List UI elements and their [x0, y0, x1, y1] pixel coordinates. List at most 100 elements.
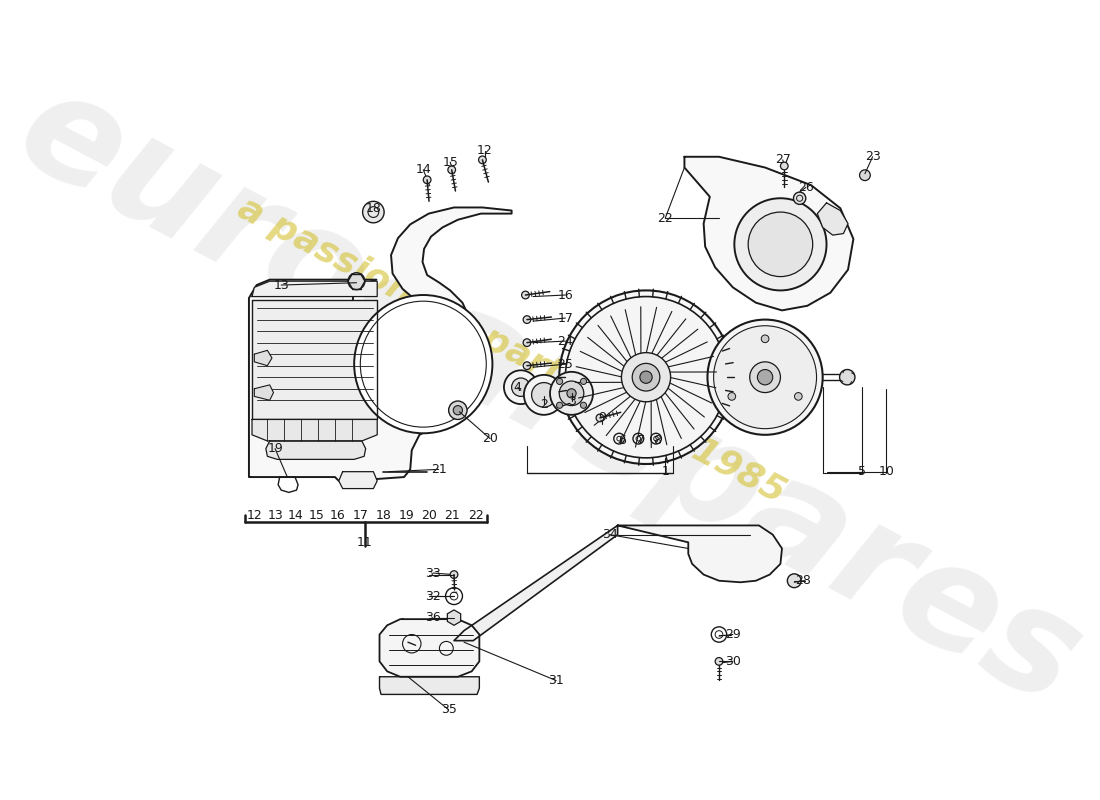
Polygon shape: [339, 472, 377, 489]
Text: 34: 34: [602, 528, 618, 541]
Circle shape: [557, 378, 562, 385]
Text: 18: 18: [375, 509, 392, 522]
Circle shape: [550, 372, 593, 415]
Circle shape: [761, 335, 769, 342]
Text: 10: 10: [879, 465, 894, 478]
Text: 1: 1: [661, 465, 669, 478]
Circle shape: [750, 362, 780, 393]
Circle shape: [735, 198, 826, 290]
Polygon shape: [266, 441, 365, 459]
Circle shape: [512, 378, 530, 397]
Polygon shape: [252, 281, 377, 297]
Polygon shape: [684, 157, 854, 310]
Text: 12: 12: [246, 509, 262, 522]
Text: 21: 21: [431, 463, 447, 476]
Circle shape: [524, 316, 531, 323]
Text: 20: 20: [482, 432, 498, 445]
Text: 35: 35: [441, 703, 456, 716]
Text: 14: 14: [288, 509, 304, 522]
Circle shape: [559, 290, 733, 464]
Polygon shape: [254, 385, 274, 400]
Text: 18: 18: [365, 202, 382, 214]
Text: 9: 9: [598, 411, 606, 425]
Text: 25: 25: [558, 358, 573, 370]
Circle shape: [839, 370, 855, 385]
Circle shape: [581, 378, 586, 385]
Circle shape: [566, 389, 576, 398]
Text: 21: 21: [444, 509, 461, 522]
Polygon shape: [454, 526, 617, 641]
Circle shape: [450, 570, 458, 578]
Text: 3: 3: [568, 394, 575, 407]
Circle shape: [714, 326, 816, 429]
Circle shape: [794, 393, 802, 400]
Text: 4: 4: [514, 381, 521, 394]
Circle shape: [758, 370, 773, 385]
Text: 13: 13: [273, 278, 289, 291]
Circle shape: [363, 202, 384, 223]
Text: 15: 15: [442, 156, 458, 169]
Polygon shape: [379, 677, 480, 694]
Text: 17: 17: [352, 509, 368, 522]
Text: 31: 31: [548, 674, 564, 687]
Circle shape: [707, 320, 823, 435]
Circle shape: [559, 381, 584, 406]
Circle shape: [748, 212, 813, 277]
Text: 20: 20: [421, 509, 438, 522]
Circle shape: [780, 162, 788, 170]
Circle shape: [793, 192, 806, 204]
Text: 16: 16: [329, 509, 345, 522]
Text: 13: 13: [267, 509, 283, 522]
Polygon shape: [249, 207, 512, 481]
Text: 30: 30: [725, 655, 740, 668]
Circle shape: [596, 414, 604, 422]
Polygon shape: [252, 419, 377, 441]
Text: 27: 27: [774, 154, 791, 166]
Text: 6: 6: [618, 434, 626, 447]
Text: 19: 19: [267, 442, 283, 455]
Text: 28: 28: [795, 574, 812, 587]
Circle shape: [524, 362, 531, 370]
Text: 36: 36: [426, 611, 441, 624]
Polygon shape: [252, 300, 377, 419]
Text: 12: 12: [477, 144, 493, 157]
Text: 5: 5: [858, 465, 866, 478]
Circle shape: [504, 370, 538, 404]
Circle shape: [524, 375, 564, 415]
Circle shape: [557, 402, 562, 408]
Circle shape: [354, 295, 493, 434]
Text: 29: 29: [725, 628, 740, 641]
Circle shape: [478, 156, 486, 164]
Circle shape: [531, 382, 557, 407]
Circle shape: [788, 574, 801, 588]
Text: 8: 8: [653, 434, 661, 447]
Polygon shape: [448, 610, 461, 626]
Circle shape: [715, 658, 723, 666]
Polygon shape: [254, 350, 272, 366]
Circle shape: [565, 297, 727, 458]
Circle shape: [424, 176, 431, 184]
Circle shape: [449, 401, 468, 419]
Polygon shape: [379, 619, 480, 677]
Circle shape: [581, 402, 586, 408]
Text: 15: 15: [309, 509, 324, 522]
Text: 33: 33: [426, 566, 441, 579]
Text: 23: 23: [865, 150, 880, 163]
Polygon shape: [617, 526, 782, 582]
Text: 17: 17: [558, 311, 573, 325]
Circle shape: [521, 291, 529, 299]
Text: 32: 32: [426, 590, 441, 602]
Polygon shape: [817, 203, 848, 235]
Circle shape: [453, 406, 462, 415]
Text: 22: 22: [658, 212, 673, 225]
Circle shape: [640, 371, 652, 383]
Text: a passion for parts since 1985: a passion for parts since 1985: [232, 191, 791, 510]
Text: eurocarspares: eurocarspares: [0, 58, 1100, 735]
Circle shape: [348, 273, 365, 290]
Circle shape: [621, 353, 671, 402]
Circle shape: [859, 170, 870, 181]
Text: 22: 22: [468, 509, 483, 522]
Text: 14: 14: [416, 163, 431, 176]
Text: 16: 16: [558, 289, 573, 302]
Text: 24: 24: [558, 334, 573, 348]
